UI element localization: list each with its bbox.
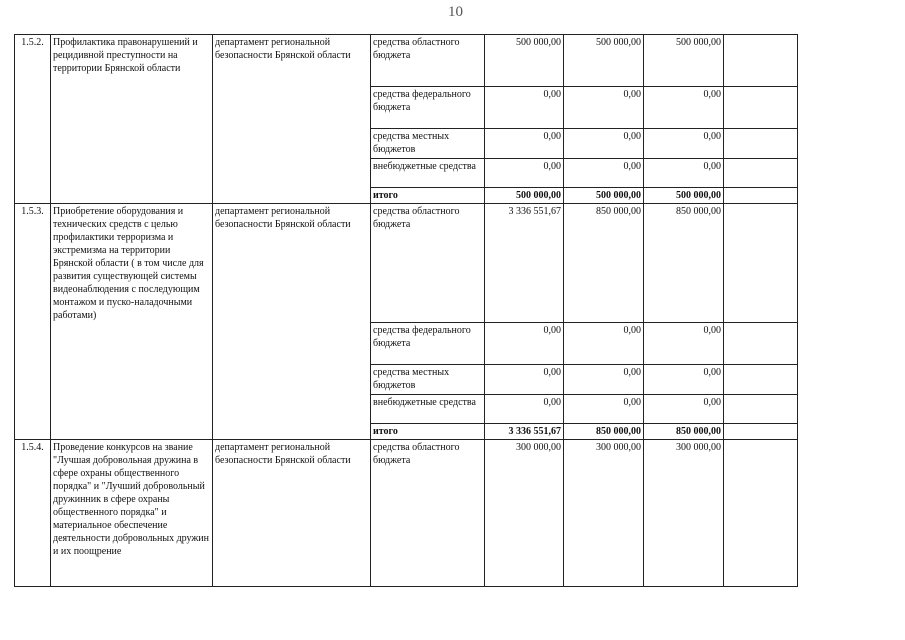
amount-2: 850 000,00	[563, 203, 644, 323]
amount-2: 850 000,00	[563, 423, 644, 440]
amount-1: 300 000,00	[484, 439, 564, 587]
amount-1: 0,00	[484, 86, 564, 129]
empty-cell	[723, 439, 798, 587]
amount-2: 300 000,00	[563, 439, 644, 587]
table-row: итого 3 336 551,67 850 000,00 850 000,00	[15, 423, 798, 440]
empty-cell	[723, 203, 798, 323]
budget-table: 1.5.2. Профилактика правонарушений и реци…	[14, 34, 798, 587]
amount-1: 0,00	[484, 158, 564, 188]
amount-3: 500 000,00	[643, 34, 724, 87]
empty-cell	[723, 187, 798, 204]
amount-2: 0,00	[563, 364, 644, 395]
amount-2: 0,00	[563, 158, 644, 188]
amount-2: 500 000,00	[563, 187, 644, 204]
item-index: 1.5.3.	[14, 203, 51, 440]
empty-cell	[723, 394, 798, 424]
amount-1: 500 000,00	[484, 34, 564, 87]
funding-source: средства местных бюджетов	[370, 128, 485, 159]
funding-source: средства местных бюджетов	[370, 364, 485, 395]
table-row: средства федерального бюджета 0,00 0,00 0,0…	[15, 322, 798, 365]
amount-1: 0,00	[484, 364, 564, 395]
item-executor: департамент региональной безопасности Бр…	[212, 439, 371, 587]
amount-1: 3 336 551,67	[484, 203, 564, 323]
item-index: 1.5.2.	[14, 34, 51, 204]
table-row: 1.5.4. Проведение конкурсов на звание "Лу…	[14, 439, 798, 587]
amount-2: 500 000,00	[563, 34, 644, 87]
empty-cell	[723, 322, 798, 365]
amount-1: 0,00	[484, 322, 564, 365]
amount-2: 0,00	[563, 394, 644, 424]
table-row: 1.5.3. Приобретение оборудования и технич…	[14, 203, 798, 440]
table-row: внебюджетные средства 0,00 0,00 0,00	[15, 158, 798, 188]
empty-cell	[723, 158, 798, 188]
amount-2: 0,00	[563, 322, 644, 365]
amount-3: 0,00	[643, 86, 724, 129]
amount-3: 0,00	[643, 158, 724, 188]
empty-cell	[723, 34, 798, 87]
funding-source: внебюджетные средства	[370, 394, 485, 424]
table-row: внебюджетные средства 0,00 0,00 0,00	[15, 394, 798, 424]
amount-1: 0,00	[484, 128, 564, 159]
item-executor: департамент региональной безопасности Бр…	[212, 34, 371, 204]
item-name: Профилактика правонарушений и рецидивной…	[50, 34, 213, 204]
item-name: Приобретение оборудования и технических …	[50, 203, 213, 440]
funding-source: средства областного бюджета	[370, 203, 485, 323]
amount-3: 0,00	[643, 128, 724, 159]
amount-3: 0,00	[643, 322, 724, 365]
funding-source: итого	[370, 187, 485, 204]
empty-cell	[723, 128, 798, 159]
amount-3: 850 000,00	[643, 423, 724, 440]
amount-1: 3 336 551,67	[484, 423, 564, 440]
funding-source: итого	[370, 423, 485, 440]
funding-source: средства областного бюджета	[370, 34, 485, 87]
empty-cell	[723, 364, 798, 395]
empty-cell	[723, 423, 798, 440]
amount-1: 0,00	[484, 394, 564, 424]
item-index: 1.5.4.	[14, 439, 51, 587]
table-row: средства федерального бюджета 0,00 0,00 0,0…	[15, 86, 798, 129]
amount-3: 300 000,00	[643, 439, 724, 587]
table-row: средства местных бюджетов 0,00 0,00 0,00	[15, 364, 798, 395]
funding-source: внебюджетные средства	[370, 158, 485, 188]
table-row: средства местных бюджетов 0,00 0,00 0,00	[15, 128, 798, 159]
funding-source: средства федерального бюджета	[370, 86, 485, 129]
funding-source: средства федерального бюджета	[370, 322, 485, 365]
amount-1: 500 000,00	[484, 187, 564, 204]
amount-2: 0,00	[563, 86, 644, 129]
table-row: 1.5.2. Профилактика правонарушений и реци…	[14, 34, 798, 204]
amount-3: 0,00	[643, 364, 724, 395]
empty-cell	[723, 86, 798, 129]
funding-source: средства областного бюджета	[370, 439, 485, 587]
item-name: Проведение конкурсов на звание "Лучшая д…	[50, 439, 213, 587]
item-executor: департамент региональной безопасности Бр…	[212, 203, 371, 440]
amount-3: 850 000,00	[643, 203, 724, 323]
table-row: итого 500 000,00 500 000,00 500 000,00	[15, 187, 798, 204]
amount-3: 500 000,00	[643, 187, 724, 204]
amount-3: 0,00	[643, 394, 724, 424]
page-number: 10	[448, 4, 463, 20]
amount-2: 0,00	[563, 128, 644, 159]
